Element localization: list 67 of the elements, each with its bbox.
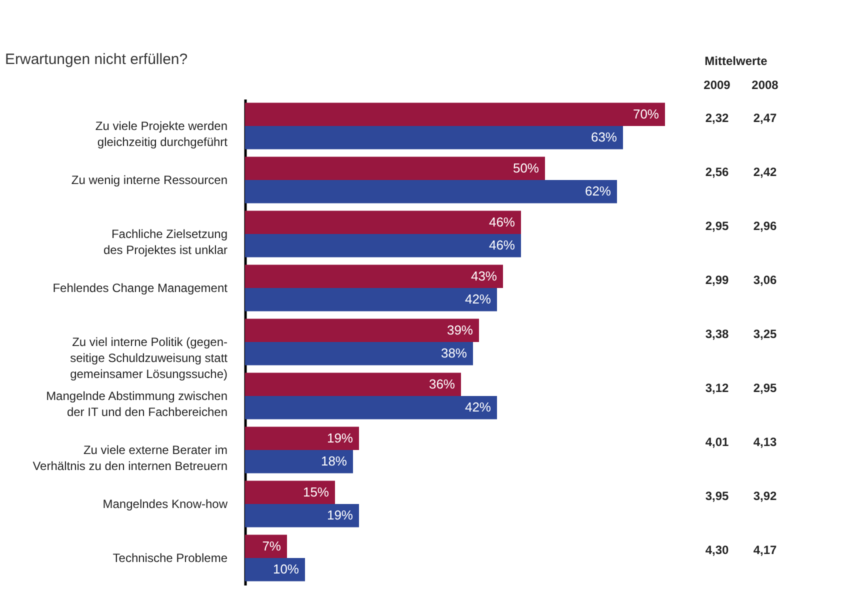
bar xyxy=(245,126,623,150)
text: 3,06 xyxy=(753,273,777,287)
bar xyxy=(245,342,473,366)
text: 2,96 xyxy=(753,219,777,233)
text: 2008 xyxy=(752,78,779,92)
text: 3,12 xyxy=(705,381,729,395)
bar xyxy=(245,180,617,204)
bar xyxy=(245,558,305,582)
data-label: 7% xyxy=(262,538,282,554)
text: 2,32 xyxy=(705,111,729,125)
data-label: 42% xyxy=(464,400,492,415)
text: 2,99 xyxy=(705,273,729,287)
bar xyxy=(245,318,479,342)
data-label: 50% xyxy=(512,160,540,176)
text: 3,92 xyxy=(753,489,777,503)
data-label: 19% xyxy=(326,430,354,446)
text: Mittelwerte xyxy=(704,54,768,68)
text: 4,01 xyxy=(705,435,729,449)
text: 4,30 xyxy=(705,543,729,557)
data-label: 46% xyxy=(488,238,516,253)
bar xyxy=(245,264,503,288)
y-tick-label: Mangelndes Know-how xyxy=(102,497,228,511)
bar xyxy=(245,210,521,234)
bar xyxy=(245,504,359,528)
data-label: 36% xyxy=(428,376,456,392)
text: 2,95 xyxy=(753,381,777,395)
bar xyxy=(245,234,521,258)
bar xyxy=(245,156,545,180)
data-label: 39% xyxy=(446,322,474,338)
data-label: 63% xyxy=(590,130,618,145)
bar xyxy=(245,288,497,312)
data-label: 38% xyxy=(440,346,468,361)
data-label: 46% xyxy=(488,214,516,230)
y-tick-label: Zu viel interne Politik (gegen- seitige Schuldzuweisung statt gemeinsamer Lösungssuche) xyxy=(70,335,228,381)
y-tick-label: Fehlendes Change Management xyxy=(52,281,228,295)
data-label: 42% xyxy=(464,292,492,307)
text: 4,17 xyxy=(753,543,777,557)
y-tick-label: Zu wenig interne Ressourcen xyxy=(71,173,228,187)
bar xyxy=(245,372,461,396)
data-label: 70% xyxy=(632,106,660,122)
y-tick-label: Zu viele externe Berater im Verhältnis zu den internen Betreuern xyxy=(32,443,228,473)
text: 2,47 xyxy=(753,111,777,125)
data-label: 10% xyxy=(272,562,300,577)
text: 3,25 xyxy=(753,327,777,341)
text: Erwartungen nicht erfüllen? xyxy=(5,51,188,68)
text: 2009 xyxy=(704,78,731,92)
bar xyxy=(245,534,287,558)
y-tick-label: Mangelnde Abstimmung zwischen der IT und den Fachbereichen xyxy=(46,389,228,419)
data-label: 15% xyxy=(302,484,330,500)
bar xyxy=(245,102,665,126)
text: 4,13 xyxy=(753,435,777,449)
text: 2,42 xyxy=(753,165,777,179)
y-tick-label: Zu viele Projekte werden gleichzeitig durchgeführt xyxy=(95,119,228,149)
y-tick-label: Fachliche Zielsetzung des Projektes ist unklar xyxy=(103,227,228,257)
data-label: 43% xyxy=(470,268,498,284)
data-label: 19% xyxy=(326,508,354,523)
bar xyxy=(245,396,497,420)
text: 3,95 xyxy=(705,489,729,503)
data-label: 18% xyxy=(320,454,348,469)
bar xyxy=(245,426,359,450)
y-tick-label: Technische Probleme xyxy=(112,551,228,565)
text: 2,95 xyxy=(705,219,729,233)
bar xyxy=(245,450,353,474)
bar xyxy=(245,480,335,504)
data-label: 62% xyxy=(584,184,612,199)
text: 3,38 xyxy=(705,327,729,341)
text: 2,56 xyxy=(705,165,729,179)
